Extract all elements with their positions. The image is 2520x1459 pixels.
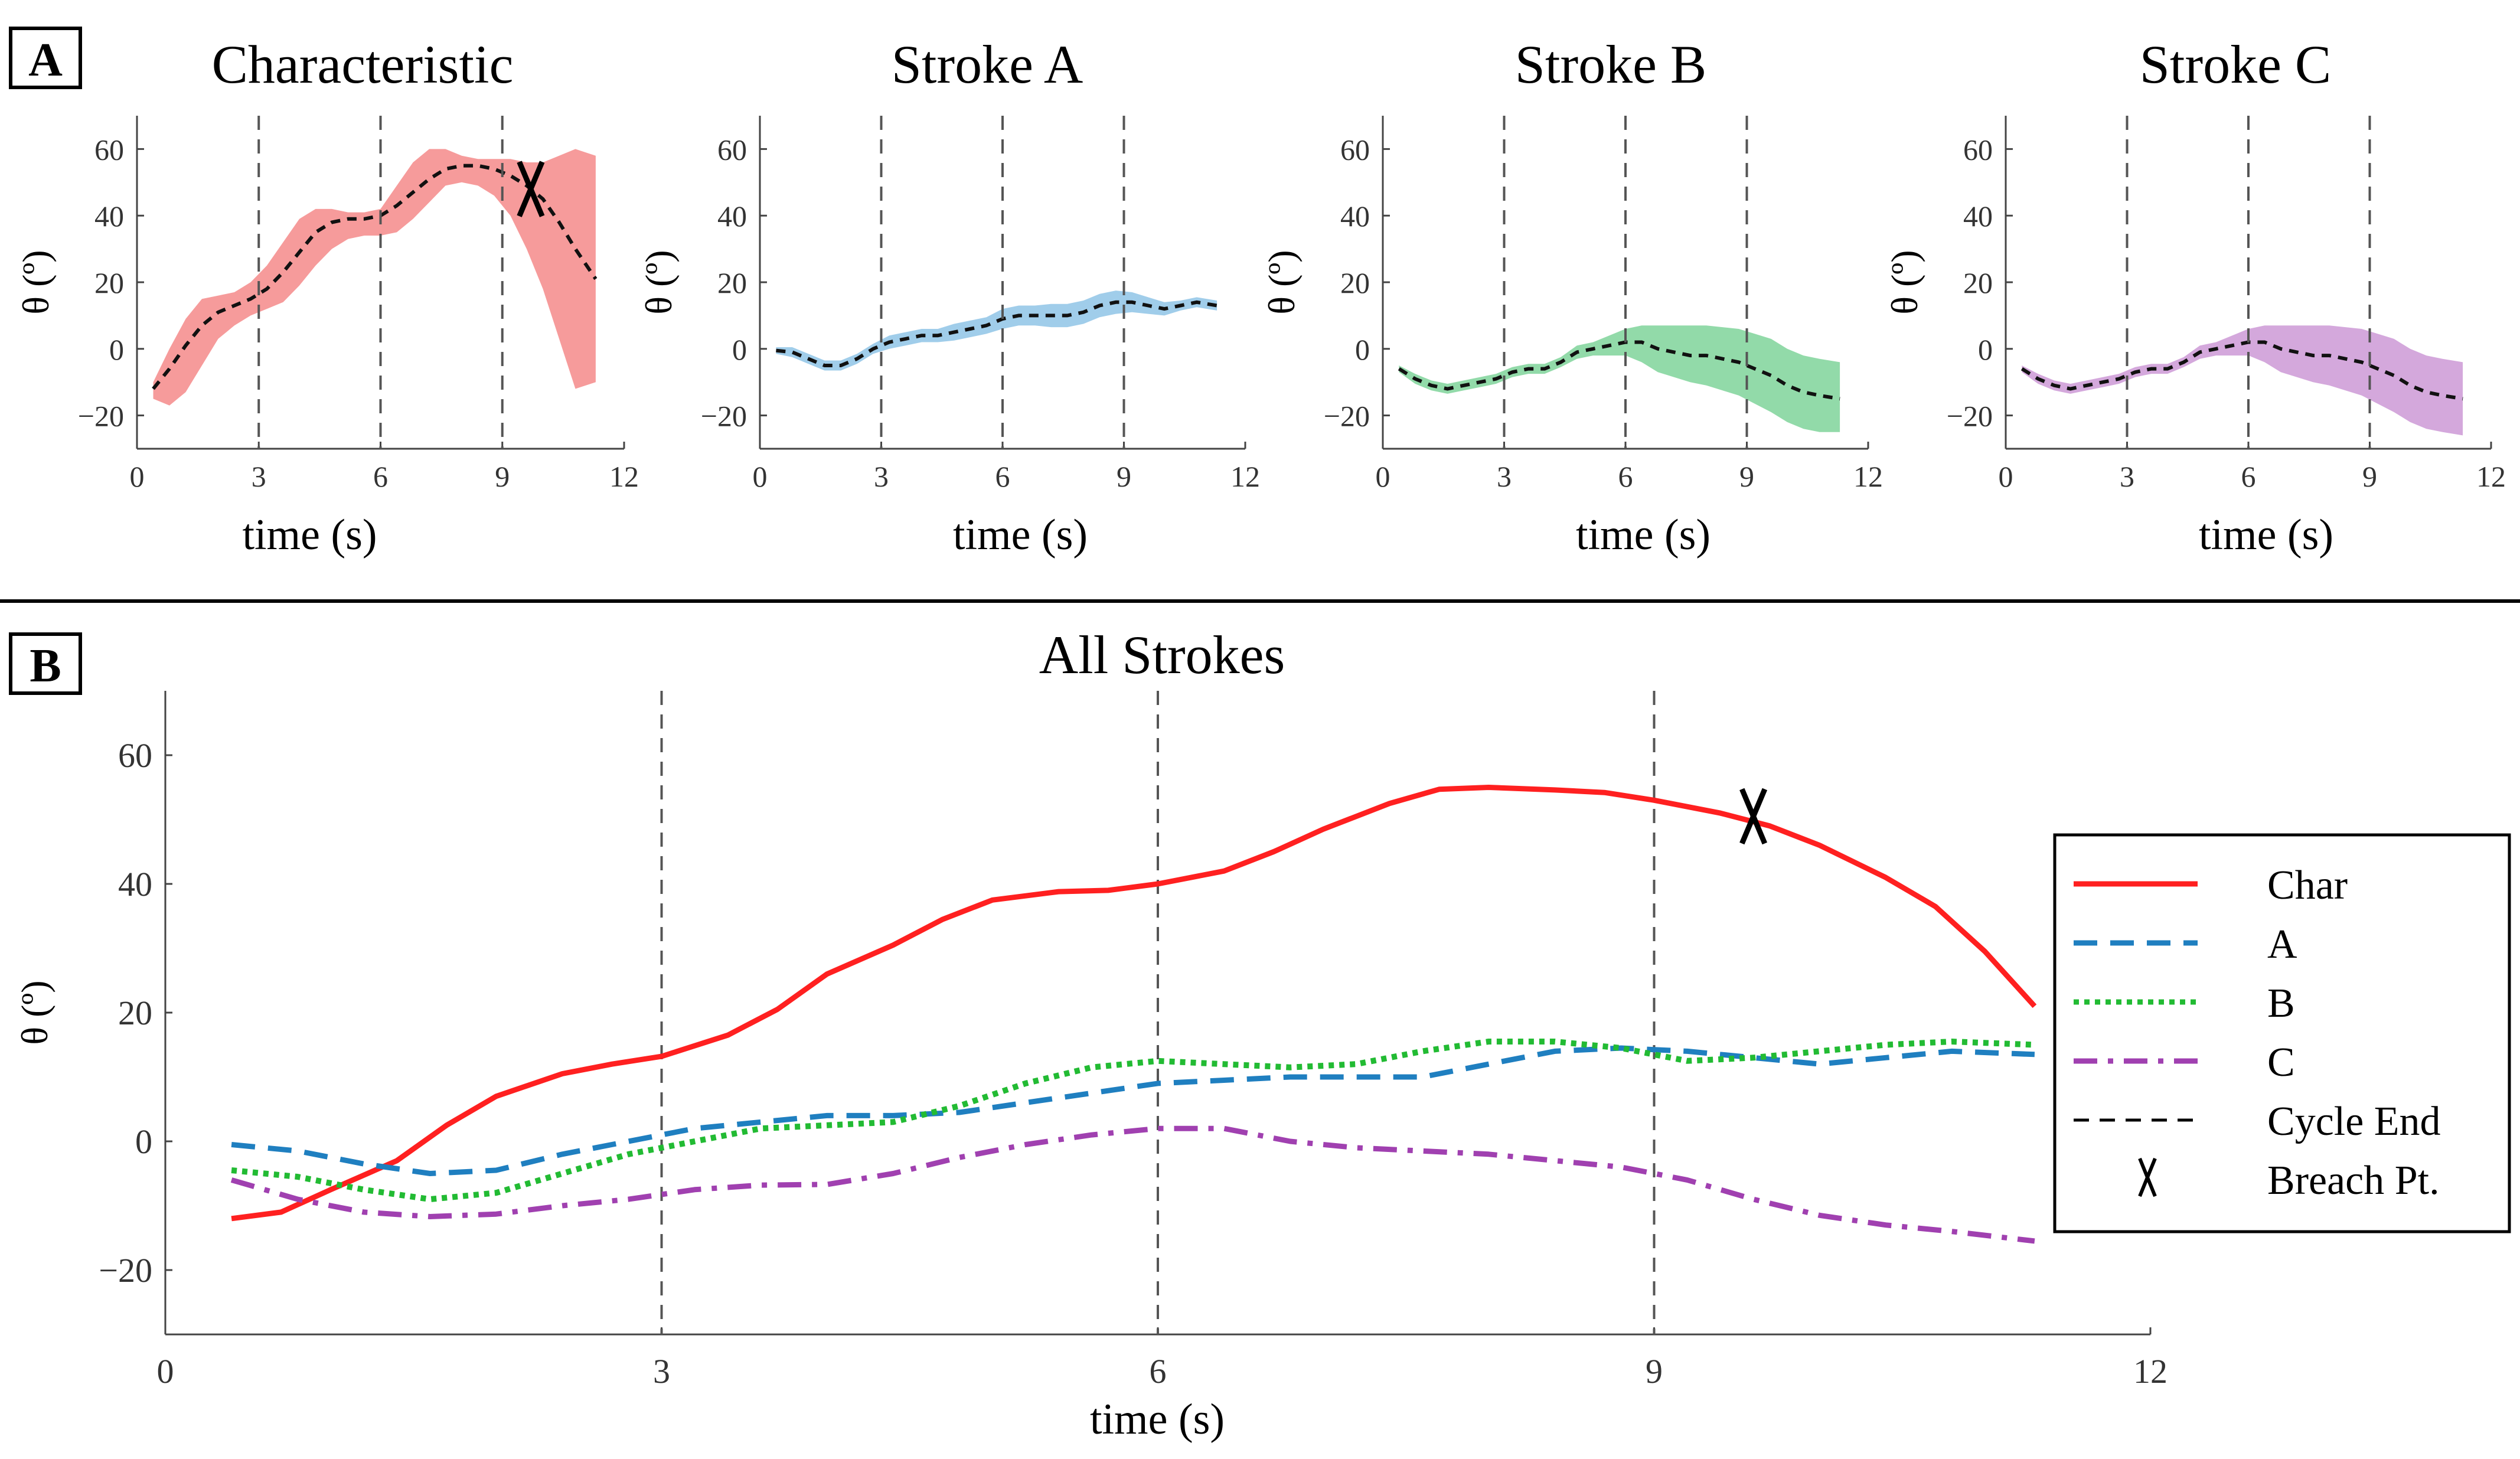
y-tick-label: 40 <box>717 200 747 233</box>
y-tick-label: 0 <box>135 1122 152 1161</box>
x-axis-label: time (s) <box>953 511 1088 559</box>
y-tick-label: 20 <box>1340 266 1370 299</box>
x-tick-label: 12 <box>1853 460 1883 493</box>
legend-label-cycle-end: Cycle End <box>2267 1099 2441 1144</box>
x-tick-label: 6 <box>373 460 388 493</box>
x-tick-label: 6 <box>1150 1352 1167 1391</box>
mean-line <box>152 164 598 390</box>
legend-box <box>2053 833 2511 1233</box>
legend-label-char: Char <box>2267 863 2348 908</box>
y-tick-label: 40 <box>1963 200 1993 233</box>
series-line-b <box>231 1039 2035 1203</box>
mean-line <box>2020 340 2463 401</box>
y-tick-label: 20 <box>118 994 152 1032</box>
panel-b-label-box: B <box>9 632 82 695</box>
x-tick-label: 6 <box>1618 460 1633 493</box>
y-tick-label: −20 <box>1324 400 1370 433</box>
x-tick-label: 12 <box>2476 460 2506 493</box>
y-tick-label: 40 <box>118 865 152 903</box>
y-tick-label: 0 <box>732 333 747 366</box>
x-tick-label: 3 <box>874 460 889 493</box>
x-tick-label: 9 <box>2362 460 2377 493</box>
variance-band <box>1399 325 1840 432</box>
legend-label-b: B <box>2267 981 2295 1026</box>
plot-all-strokes: 0 3 6 9 12 −20 0 20 40 60 All Strokes time (s) θ (º) <box>14 625 2168 1444</box>
x-tick-label: 9 <box>1739 460 1754 493</box>
x-tick-label: 6 <box>995 460 1010 493</box>
x-tick-label: 12 <box>609 460 639 493</box>
chart-title: Stroke B <box>1515 34 1707 94</box>
variance-band <box>153 149 596 406</box>
y-tick-label: 40 <box>94 200 124 233</box>
y-tick-label: −20 <box>701 400 747 433</box>
x-tick-label: 0 <box>157 1352 174 1391</box>
x-tick-label: 9 <box>495 460 510 493</box>
x-tick-label: 12 <box>2133 1352 2168 1391</box>
x-tick-label: 3 <box>1497 460 1512 493</box>
y-axis-label: θ (º) <box>638 250 680 314</box>
x-tick-label: 0 <box>1376 460 1390 493</box>
y-axis-label: θ (º) <box>1884 250 1925 314</box>
breach-point-marker <box>517 161 545 217</box>
y-tick-label: 0 <box>1355 333 1370 366</box>
mean-line <box>1398 340 1840 401</box>
series-line-c <box>230 1125 2035 1244</box>
y-tick-label: 20 <box>1963 266 1993 299</box>
y-axis-label: θ (º) <box>15 250 57 314</box>
panel-a-label-box: A <box>9 27 82 89</box>
x-axis-label: time (s) <box>1576 511 1711 559</box>
y-tick-label: 60 <box>1963 133 1993 166</box>
y-tick-label: 60 <box>1340 133 1370 166</box>
x-axis-label: time (s) <box>1090 1395 1225 1444</box>
y-tick-label: 60 <box>717 133 747 166</box>
legend-swatch-breach-pt <box>2138 1157 2157 1197</box>
x-tick-label: 0 <box>753 460 768 493</box>
legend: Char A B C Cycle End Breach Pt. <box>2053 833 2511 1233</box>
chart-title: Stroke A <box>892 34 1083 94</box>
panel-b-label: B <box>30 640 61 692</box>
y-tick-label: 40 <box>1340 200 1370 233</box>
variance-band <box>776 291 1217 371</box>
x-tick-label: 9 <box>1646 1352 1663 1391</box>
chart-title: Stroke C <box>2140 34 2332 94</box>
y-tick-label: 0 <box>1978 333 1993 366</box>
series-line-a <box>231 1045 2035 1176</box>
y-tick-label: 60 <box>118 736 152 775</box>
x-tick-label: 9 <box>1117 460 1131 493</box>
panel-a-label: A <box>28 34 63 86</box>
legend-label-c: C <box>2267 1040 2295 1085</box>
x-axis-label: time (s) <box>242 511 377 559</box>
y-tick-label: −20 <box>99 1251 152 1290</box>
x-tick-label: 12 <box>1230 460 1260 493</box>
y-tick-label: 60 <box>94 133 124 166</box>
y-tick-label: 20 <box>717 266 747 299</box>
x-axis-label: time (s) <box>2199 511 2333 559</box>
breach-point-marker <box>1739 788 1768 845</box>
y-axis-label: θ (º) <box>14 980 56 1045</box>
legend-label-breach-pt: Breach Pt. <box>2267 1158 2440 1203</box>
y-tick-label: 0 <box>109 333 124 366</box>
y-tick-label: −20 <box>1947 400 1993 433</box>
y-tick-label: −20 <box>78 400 124 433</box>
y-tick-label: 20 <box>94 266 124 299</box>
variance-band <box>2022 325 2463 436</box>
legend-label-a: A <box>2267 922 2297 967</box>
x-tick-label: 6 <box>2241 460 2256 493</box>
x-tick-label: 3 <box>2120 460 2134 493</box>
y-axis-label: θ (º) <box>1261 250 1303 314</box>
chart-title: Characteristic <box>212 34 514 94</box>
x-tick-label: 3 <box>653 1352 670 1391</box>
series-line-char <box>231 785 2037 1222</box>
x-tick-label: 3 <box>252 460 266 493</box>
chart-title: All Strokes <box>1039 625 1285 685</box>
x-tick-label: 0 <box>1999 460 2013 493</box>
x-tick-label: 0 <box>130 460 145 493</box>
